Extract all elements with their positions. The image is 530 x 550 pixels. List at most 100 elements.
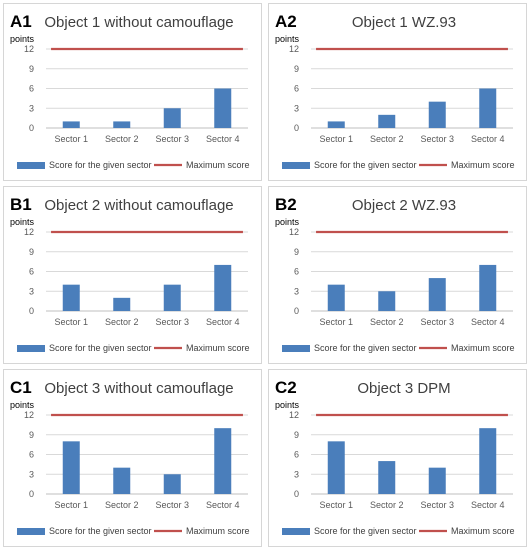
- y-axis-label: points: [10, 34, 35, 44]
- x-tick-label: Sector 1: [54, 500, 88, 510]
- bar-sector-3: [428, 467, 446, 494]
- chart-title: Object 3 DPM: [357, 380, 450, 397]
- x-tick-label: Sector 4: [206, 134, 240, 144]
- bar-sector-2: [113, 297, 131, 311]
- y-tick-label: 9: [294, 247, 299, 257]
- x-tick-label: Sector 1: [319, 134, 353, 144]
- chart-panel-b1: B1 Object 2 without camouflage points 0 3 6 9 1…: [3, 186, 262, 364]
- chart-svg-c2: C2 Object 3 DPM points 0 3 6 9 12 Sector 1 Sector…: [275, 378, 515, 536]
- panel-label: A2: [275, 12, 297, 31]
- x-tick-label: Sector 1: [319, 317, 353, 327]
- bar-sector-4: [479, 88, 497, 128]
- chart-panel-a1: A1 Object 1 without camouflage points 0 3 6 9 1…: [3, 3, 262, 181]
- legend-label-score: Score for the given sector: [49, 343, 152, 353]
- legend-label-maximum: Maximum score: [186, 526, 250, 536]
- y-tick-label: 6: [29, 84, 34, 94]
- y-tick-label: 3: [294, 103, 299, 113]
- legend-swatch-bar: [17, 345, 45, 352]
- bar-sector-1: [62, 121, 80, 128]
- legend-label-score: Score for the given sector: [314, 526, 417, 536]
- legend-label-maximum: Maximum score: [451, 343, 515, 353]
- y-tick-label: 0: [29, 123, 34, 133]
- bar-sector-2: [378, 114, 396, 128]
- x-tick-label: Sector 3: [155, 317, 189, 327]
- x-tick-label: Sector 3: [420, 500, 454, 510]
- y-axis-label: points: [275, 217, 300, 227]
- bar-sector-4: [214, 264, 232, 311]
- x-tick-label: Sector 2: [105, 317, 139, 327]
- x-tick-label: Sector 1: [54, 317, 88, 327]
- chart-panel-c2: C2 Object 3 DPM points 0 3 6 9 12 Sector 1 Sector…: [268, 369, 527, 547]
- y-tick-label: 3: [294, 469, 299, 479]
- legend-label-maximum: Maximum score: [451, 526, 515, 536]
- bar-sector-1: [327, 441, 345, 494]
- legend-swatch-bar: [17, 162, 45, 169]
- x-tick-label: Sector 4: [206, 317, 240, 327]
- legend-swatch-bar: [282, 528, 310, 535]
- y-tick-label: 0: [294, 306, 299, 316]
- x-tick-label: Sector 4: [206, 500, 240, 510]
- legend-label-maximum: Maximum score: [451, 160, 515, 170]
- legend-label-maximum: Maximum score: [186, 160, 250, 170]
- bar-sector-2: [378, 461, 396, 494]
- x-tick-label: Sector 3: [155, 500, 189, 510]
- chart-svg-b2: B2 Object 2 WZ.93 points 0 3 6 9 12 Sector 1 Sect…: [275, 195, 515, 353]
- y-tick-label: 12: [24, 227, 34, 237]
- chart-title: Object 3 without camouflage: [44, 380, 233, 397]
- chart-svg-b1: B1 Object 2 without camouflage points 0 3 6 9 1…: [10, 195, 250, 353]
- x-tick-label: Sector 2: [105, 500, 139, 510]
- chart-title: Object 2 without camouflage: [44, 197, 233, 214]
- y-tick-label: 12: [289, 44, 299, 54]
- y-tick-label: 12: [24, 410, 34, 420]
- bar-sector-3: [428, 101, 446, 128]
- x-tick-label: Sector 4: [471, 317, 505, 327]
- legend-label-score: Score for the given sector: [49, 160, 152, 170]
- y-tick-label: 0: [29, 489, 34, 499]
- panel-label: A1: [10, 12, 32, 31]
- chart-panel-c1: C1 Object 3 without camouflage points 0 3 6 9 1…: [3, 369, 262, 547]
- y-tick-label: 6: [294, 84, 299, 94]
- bar-sector-4: [214, 88, 232, 128]
- x-tick-label: Sector 3: [155, 134, 189, 144]
- panel-label: B1: [10, 195, 32, 214]
- bar-sector-4: [479, 428, 497, 494]
- y-tick-label: 9: [294, 64, 299, 74]
- x-tick-label: Sector 3: [420, 134, 454, 144]
- legend-label-score: Score for the given sector: [314, 160, 417, 170]
- y-tick-label: 0: [294, 489, 299, 499]
- chart-panel-b2: B2 Object 2 WZ.93 points 0 3 6 9 12 Sector 1 Sect…: [268, 186, 527, 364]
- bar-sector-2: [113, 121, 131, 128]
- bar-sector-1: [62, 441, 80, 494]
- y-axis-label: points: [275, 400, 300, 410]
- bar-sector-2: [113, 467, 131, 494]
- legend-label-maximum: Maximum score: [186, 343, 250, 353]
- x-tick-label: Sector 2: [370, 317, 404, 327]
- chart-svg-a1: A1 Object 1 without camouflage points 0 3 6 9 1…: [10, 12, 250, 170]
- chart-panel-a2: A2 Object 1 WZ.93 points 0 3 6 9 12 Sector 1 Sect…: [268, 3, 527, 181]
- y-tick-label: 12: [289, 227, 299, 237]
- y-tick-label: 9: [29, 430, 34, 440]
- panel-label: C1: [10, 378, 32, 397]
- y-tick-label: 12: [24, 44, 34, 54]
- chart-title: Object 2 WZ.93: [352, 197, 456, 214]
- y-tick-label: 9: [294, 430, 299, 440]
- x-tick-label: Sector 2: [370, 134, 404, 144]
- y-tick-label: 3: [29, 469, 34, 479]
- chart-svg-c1: C1 Object 3 without camouflage points 0 3 6 9 1…: [10, 378, 250, 536]
- y-tick-label: 6: [29, 267, 34, 277]
- legend-label-score: Score for the given sector: [49, 526, 152, 536]
- bar-sector-3: [163, 474, 181, 494]
- y-tick-label: 9: [29, 64, 34, 74]
- x-tick-label: Sector 1: [319, 500, 353, 510]
- bar-sector-2: [378, 291, 396, 311]
- panel-label: C2: [275, 378, 297, 397]
- y-axis-label: points: [275, 34, 300, 44]
- x-tick-label: Sector 4: [471, 134, 505, 144]
- bar-sector-3: [163, 108, 181, 128]
- x-tick-label: Sector 2: [105, 134, 139, 144]
- y-tick-label: 0: [294, 123, 299, 133]
- chart-svg-a2: A2 Object 1 WZ.93 points 0 3 6 9 12 Sector 1 Sect…: [275, 12, 515, 170]
- y-tick-label: 3: [29, 103, 34, 113]
- x-tick-label: Sector 2: [370, 500, 404, 510]
- y-axis-label: points: [10, 217, 35, 227]
